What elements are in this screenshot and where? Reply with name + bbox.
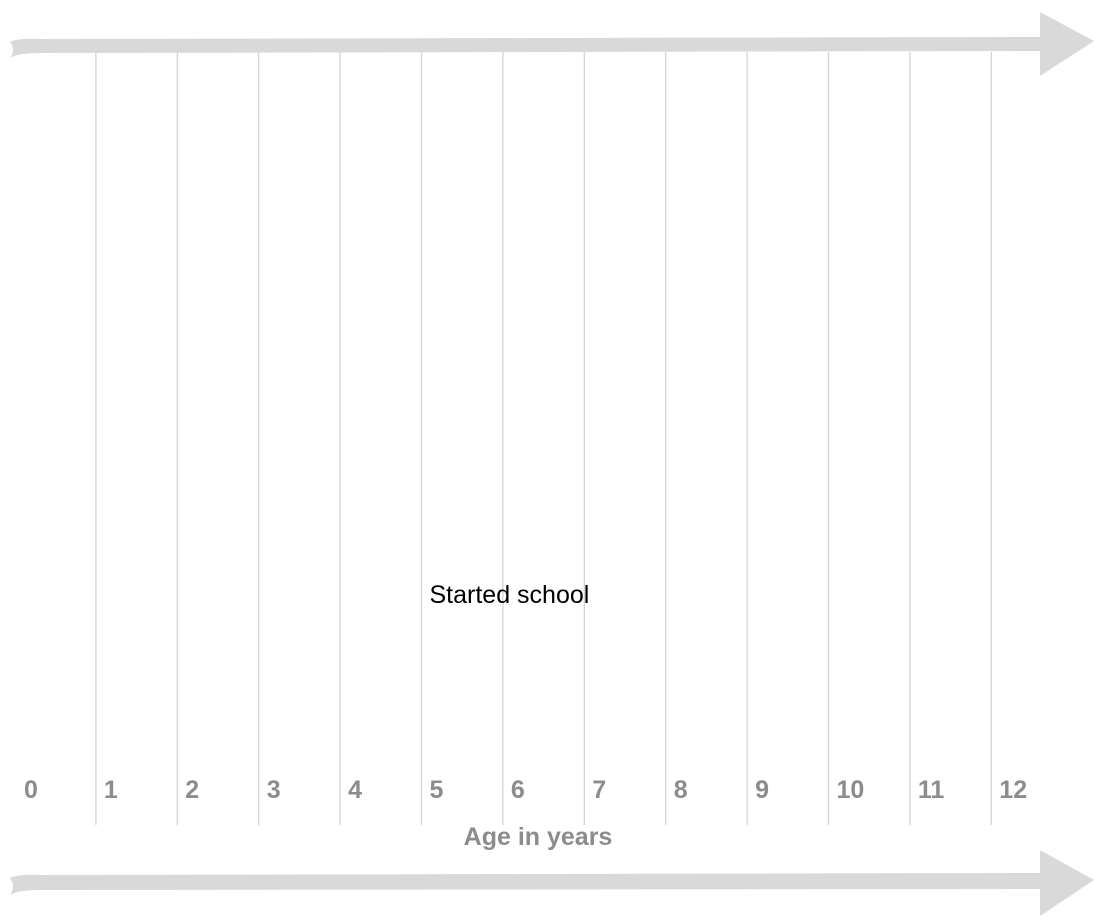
tick-labels: 0 1 2 3 4 5 6 7 8 9 10 11 12: [24, 776, 1027, 804]
event-labels: Started school: [430, 581, 590, 609]
top-arrow: [10, 12, 1094, 76]
bottom-arrow: [10, 850, 1094, 916]
tick-label-5: 5: [430, 776, 444, 804]
tick-label-9: 9: [755, 776, 769, 804]
tick-label-12: 12: [999, 776, 1027, 804]
tick-label-10: 10: [837, 776, 865, 804]
tick-label-6: 6: [511, 776, 525, 804]
tick-label-3: 3: [267, 776, 281, 804]
axis-title: Age in years: [464, 823, 613, 851]
tick-label-2: 2: [185, 776, 199, 804]
tick-label-4: 4: [348, 776, 362, 804]
tick-label-1: 1: [104, 776, 118, 804]
tick-label-11: 11: [918, 776, 945, 804]
tick-label-7: 7: [592, 776, 606, 804]
tick-label-8: 8: [674, 776, 688, 804]
event-label: Started school: [430, 581, 590, 609]
tick-label-0: 0: [24, 776, 38, 804]
gridlines: [95, 52, 992, 825]
